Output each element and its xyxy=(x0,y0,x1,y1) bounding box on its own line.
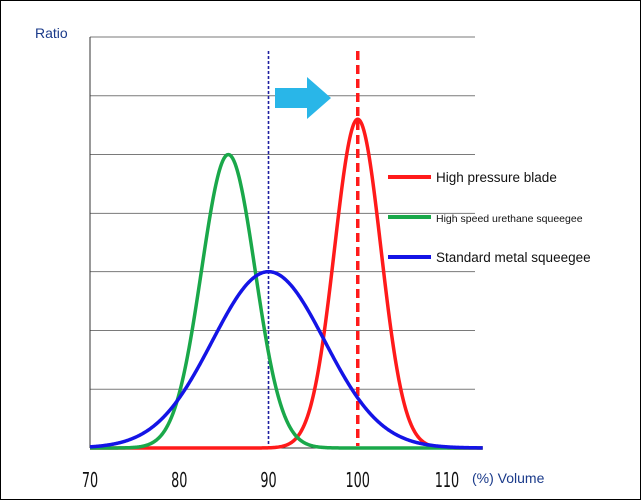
legend-label: Standard metal squeegee xyxy=(436,250,591,265)
x-tick-label: 100 xyxy=(346,469,370,493)
x-tick-label: 90 xyxy=(260,469,276,493)
x-axis-label: (%) Volume xyxy=(472,470,545,486)
legend-label: High speed urethane squeegee xyxy=(436,213,583,225)
legend-label: High pressure blade xyxy=(436,170,557,185)
series-layer xyxy=(89,117,484,450)
y-axis-label: Ratio xyxy=(35,25,68,41)
series-line xyxy=(89,117,484,450)
shift-arrow-icon xyxy=(275,77,331,119)
x-tick-label: 110 xyxy=(435,469,459,493)
reference-lines xyxy=(267,51,360,446)
annotation-layer xyxy=(275,77,331,119)
series-line xyxy=(89,152,484,450)
x-tick-labels: 70 80 90 100 110 xyxy=(82,469,459,493)
legend: High pressure blade High speed urethane s… xyxy=(388,170,591,265)
x-tick-label: 70 xyxy=(82,469,98,493)
series-line xyxy=(89,269,484,450)
x-tick-label: 80 xyxy=(171,469,187,493)
